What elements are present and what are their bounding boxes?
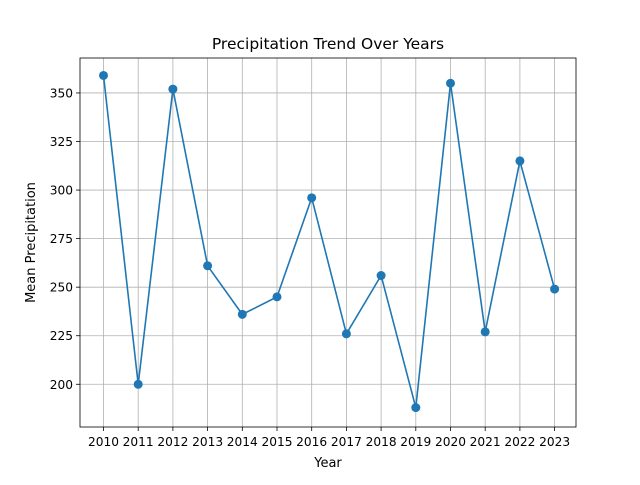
y-tick-label: 350 (50, 86, 73, 100)
y-tick-label: 225 (50, 329, 73, 343)
data-point (480, 327, 490, 337)
chart-title: Precipitation Trend Over Years (212, 35, 444, 53)
y-tick-label: 200 (50, 378, 73, 392)
series-layer (99, 70, 560, 413)
plot-frame (79, 57, 577, 428)
data-point (203, 261, 213, 271)
data-point (341, 329, 351, 339)
grid (80, 58, 576, 427)
data-point (272, 292, 282, 302)
x-axis-label: Year (313, 456, 342, 471)
data-point (550, 284, 560, 294)
y-axis-label: Mean Precipitation (24, 182, 39, 303)
x-tick-label: 2013 (192, 435, 223, 449)
x-tick-label: 2022 (504, 435, 535, 449)
x-tick-label: 2020 (435, 435, 466, 449)
y-tick-label: 325 (50, 135, 73, 149)
x-tick-label: 2021 (470, 435, 501, 449)
x-tick-label: 2012 (157, 435, 188, 449)
x-tick-label: 2017 (331, 435, 362, 449)
y-tick-label: 300 (50, 184, 73, 198)
x-axis: 2010 2011 2012 2013 2014 2015 2016 2017 2018 2019… (88, 427, 570, 449)
x-tick-label: 2023 (539, 435, 570, 449)
x-tick-label: 2019 (400, 435, 431, 449)
data-point (99, 70, 108, 80)
data-point (446, 78, 455, 88)
x-tick-label: 2018 (366, 435, 397, 449)
data-point (168, 84, 178, 94)
y-tick-label: 250 (50, 281, 73, 295)
x-tick-label: 2016 (296, 435, 327, 449)
x-tick-label: 2010 (88, 435, 119, 449)
data-point (515, 156, 525, 166)
x-tick-label: 2014 (227, 435, 258, 449)
data-point (133, 379, 143, 389)
data-point (376, 271, 386, 281)
x-tick-label: 2015 (261, 435, 292, 449)
series-line (102, 75, 556, 409)
y-axis: 200 225 250 275 300 325 350 (50, 86, 80, 392)
y-tick-label: 275 (50, 232, 73, 246)
x-tick-label: 2011 (123, 435, 154, 449)
data-point (237, 309, 247, 319)
data-point (307, 193, 317, 203)
data-point (411, 403, 421, 413)
